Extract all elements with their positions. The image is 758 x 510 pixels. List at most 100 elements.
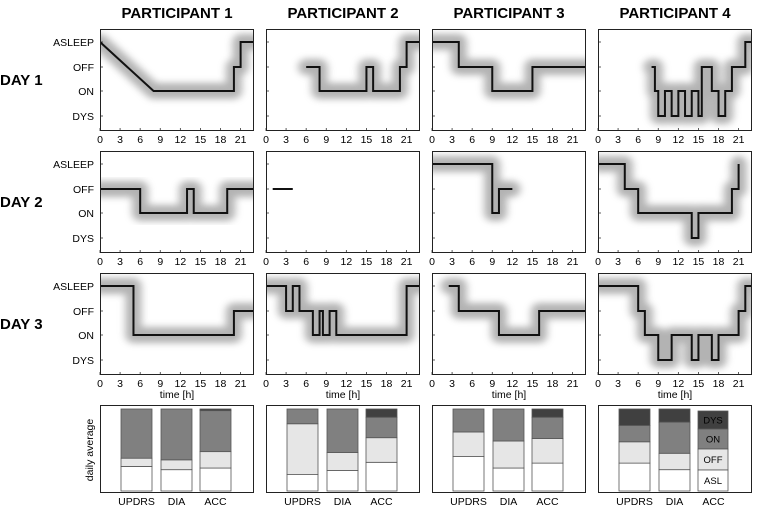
bar-segment-off — [618, 441, 651, 464]
x-tick-label: 0 — [263, 378, 269, 390]
y-tick-label: OFF — [73, 306, 94, 318]
x-tick-label: 6 — [137, 256, 143, 268]
bar-segment-asl — [618, 462, 651, 492]
x-tick-label: 21 — [401, 134, 413, 146]
x-tick-label: 6 — [137, 134, 143, 146]
x-tick-label: 15 — [195, 134, 207, 146]
x-tick-label: 21 — [733, 256, 745, 268]
bar-segment-asl — [120, 465, 153, 492]
bar-segment-off — [120, 457, 153, 467]
bar-segment-dys — [199, 408, 232, 412]
x-tick-label: 6 — [635, 378, 641, 390]
bar-y-axis-label: daily average — [84, 419, 96, 482]
x-tick-label: 6 — [303, 256, 309, 268]
x-tick-label: 18 — [547, 378, 559, 390]
x-tick-label: 9 — [655, 134, 661, 146]
bar-segment-on — [658, 421, 691, 454]
x-tick-label: 3 — [117, 134, 123, 146]
x-tick-label: 6 — [635, 134, 641, 146]
y-tick-label: DYS — [72, 233, 94, 245]
x-tick-label: 21 — [567, 378, 579, 390]
bar-segment-asl — [452, 456, 485, 492]
x-tick-label: 9 — [157, 134, 163, 146]
x-tick-label: 15 — [693, 256, 705, 268]
x-tick-label: 0 — [97, 256, 103, 268]
x-tick-label: 0 — [429, 378, 435, 390]
x-tick-label: 9 — [489, 134, 495, 146]
x-tick-label: 12 — [507, 134, 519, 146]
x-tick-label: 6 — [303, 134, 309, 146]
state-trace — [598, 163, 740, 239]
x-tick-label: 6 — [635, 256, 641, 268]
bar-segment-off — [199, 451, 232, 469]
bar-category-label: ACC — [204, 496, 227, 508]
panel-background — [266, 151, 420, 253]
x-tick-label: 15 — [527, 378, 539, 390]
state-trace — [100, 188, 254, 214]
y-tick-label: ASLEEP — [53, 281, 94, 293]
bar-segment-asl — [160, 469, 193, 492]
bar-segment-dys — [531, 408, 564, 418]
x-tick-label: 0 — [263, 134, 269, 146]
x-tick-label: 3 — [615, 378, 621, 390]
participant-title: PARTICIPANT 4 — [619, 5, 731, 22]
x-tick-label: 21 — [235, 134, 247, 146]
state-panel — [265, 29, 420, 131]
participant-title: PARTICIPANT 3 — [453, 5, 564, 22]
state-trace — [306, 41, 420, 92]
x-tick-label: 12 — [175, 378, 187, 390]
bar-segment-on — [160, 408, 193, 461]
bar-segment-off — [658, 452, 691, 471]
bar-segment-asl — [199, 467, 232, 492]
x-axis-label: time [h] — [326, 389, 361, 401]
state-panels — [99, 29, 752, 375]
x-axis-label: time [h] — [492, 389, 527, 401]
legend-label: ASL — [704, 476, 722, 487]
x-tick-label: 3 — [117, 378, 123, 390]
bar-category-label: ACC — [536, 496, 559, 508]
state-panel — [265, 273, 420, 375]
x-tick-label: 0 — [429, 256, 435, 268]
state-panel — [431, 151, 586, 253]
bar-segment-on — [286, 408, 319, 425]
bar-segment-off — [286, 423, 319, 476]
bar-segment-dys — [365, 408, 398, 418]
x-tick-label: 15 — [361, 378, 373, 390]
x-tick-label: 0 — [97, 378, 103, 390]
x-tick-label: 21 — [235, 256, 247, 268]
bar-segment-off — [365, 437, 398, 463]
x-tick-label: 15 — [195, 256, 207, 268]
bar-segment-off — [492, 440, 525, 469]
x-tick-label: 21 — [567, 134, 579, 146]
y-tick-label: ON — [78, 330, 94, 342]
x-tick-label: 18 — [381, 378, 393, 390]
panel-frame — [432, 273, 586, 375]
day-label: DAY 1 — [0, 72, 43, 89]
daily-average-panels: UPDRS DIA ACC UPDRS DIA ACC UPDRS DIA ACC UPDRS DI… — [84, 405, 752, 508]
x-tick-label: 6 — [137, 378, 143, 390]
x-tick-label: 15 — [527, 256, 539, 268]
state-panel — [99, 273, 254, 375]
legend-swatch — [697, 469, 729, 492]
x-tick-label: 3 — [449, 256, 455, 268]
x-tick-label: 15 — [693, 134, 705, 146]
x-tick-label: 9 — [323, 256, 329, 268]
panel-frame — [598, 151, 752, 253]
x-tick-label: 21 — [567, 256, 579, 268]
legend-label: OFF — [704, 455, 723, 466]
x-tick-label: 18 — [547, 134, 559, 146]
state-panel — [99, 151, 254, 253]
panel-frame — [598, 29, 752, 131]
day-label: DAY 2 — [0, 194, 43, 211]
day-labels: DAY 1 ASLEEP OFF ON DYS DAY 2 ASLEEP OFF ON DYS DA… — [0, 37, 94, 367]
bar-category-label: DIA — [500, 496, 518, 508]
x-tick-label: 21 — [733, 378, 745, 390]
daily-average-panel: UPDRS DIA ACC — [100, 405, 254, 508]
x-tick-label: 9 — [489, 256, 495, 268]
bar-segment-dys — [618, 408, 651, 426]
x-tick-label: 3 — [449, 134, 455, 146]
panel-frame — [100, 273, 254, 375]
x-tick-label: 12 — [341, 134, 353, 146]
state-trace — [266, 285, 420, 336]
x-tick-label: 15 — [361, 256, 373, 268]
